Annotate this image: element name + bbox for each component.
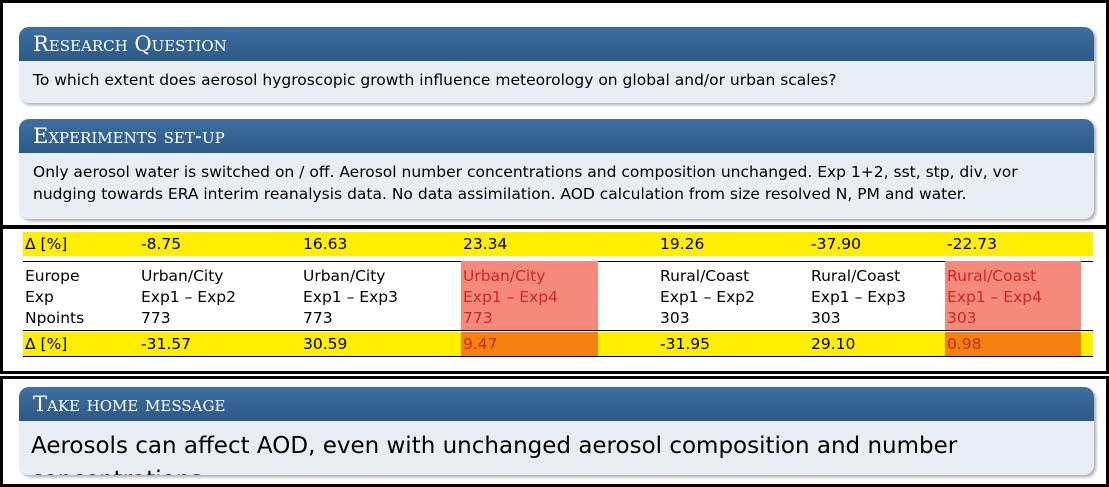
highlight-row [23, 232, 1093, 256]
table-cell: Exp1 – Exp3 [811, 288, 906, 306]
table-cell: 23.34 [463, 235, 508, 253]
table-cell: 303 [811, 309, 841, 327]
table-cell: -8.75 [141, 235, 182, 253]
table-cell: Exp1 – Exp2 [660, 288, 755, 306]
table-cell: 19.26 [660, 235, 705, 253]
highlight-cell [945, 332, 1081, 356]
box-header: Research Question [19, 27, 1094, 61]
table-cell: Npoints [25, 309, 85, 327]
table-cell: 9.47 [463, 335, 498, 353]
table-cell: Δ [%] [25, 235, 68, 253]
table-cell: Urban/City [463, 267, 546, 285]
table-cell: Urban/City [141, 267, 224, 285]
table-cell: 303 [947, 309, 977, 327]
table-cell: Exp1 – Exp4 [947, 288, 1042, 306]
box-header: Experiments set-up [19, 119, 1094, 153]
table-rule [23, 356, 1093, 357]
table-cell: Urban/City [303, 267, 386, 285]
table-cell: -31.57 [141, 335, 191, 353]
table-cell: Exp1 – Exp2 [141, 288, 236, 306]
highlight-cell [461, 332, 598, 356]
table-cell: Rural/Coast [811, 267, 901, 285]
table-cell: Rural/Coast [947, 267, 1037, 285]
table-cell: 16.63 [303, 235, 348, 253]
take-home-box: Take home message Aerosols can affect AO… [19, 387, 1094, 475]
highlight-column [945, 261, 1081, 330]
table-cell: Exp1 – Exp4 [463, 288, 558, 306]
top-panel: Research Question To which extent does a… [0, 0, 1109, 228]
table-cell: Exp1 – Exp3 [303, 288, 398, 306]
box-text: Only aerosol water is switched on / off.… [33, 163, 1018, 203]
table-cell: 303 [660, 309, 690, 327]
highlight-column [461, 261, 598, 330]
table-cell: -31.95 [660, 335, 710, 353]
table-rule [23, 330, 1093, 331]
table-panel: Δ [%] -8.75 16.63 23.34 19.26 -37.90 -22.73 Eur… [0, 226, 1109, 374]
table-cell: 29.10 [811, 335, 856, 353]
table-cell: 30.59 [303, 335, 348, 353]
box-text: Aerosols can affect AOD, even with uncha… [31, 433, 958, 475]
table-cell: Rural/Coast [660, 267, 750, 285]
experiments-box: Experiments set-up Only aerosol water is… [19, 119, 1094, 219]
box-text: To which extent does aerosol hygroscopic… [33, 71, 837, 89]
table-cell: -37.90 [811, 235, 861, 253]
box-header: Take home message [19, 387, 1094, 421]
research-box: Research Question To which extent does a… [19, 27, 1094, 103]
table-cell: 773 [303, 309, 333, 327]
table-cell: -22.73 [947, 235, 997, 253]
table-cell: 773 [463, 309, 493, 327]
table-cell: Δ [%] [25, 335, 68, 353]
bottom-panel: Take home message Aerosols can affect AO… [0, 376, 1109, 487]
table-cell: 773 [141, 309, 171, 327]
table-cell: Exp [25, 288, 54, 306]
table-cell: 0.98 [947, 335, 982, 353]
table-cell: Europe [25, 267, 80, 285]
